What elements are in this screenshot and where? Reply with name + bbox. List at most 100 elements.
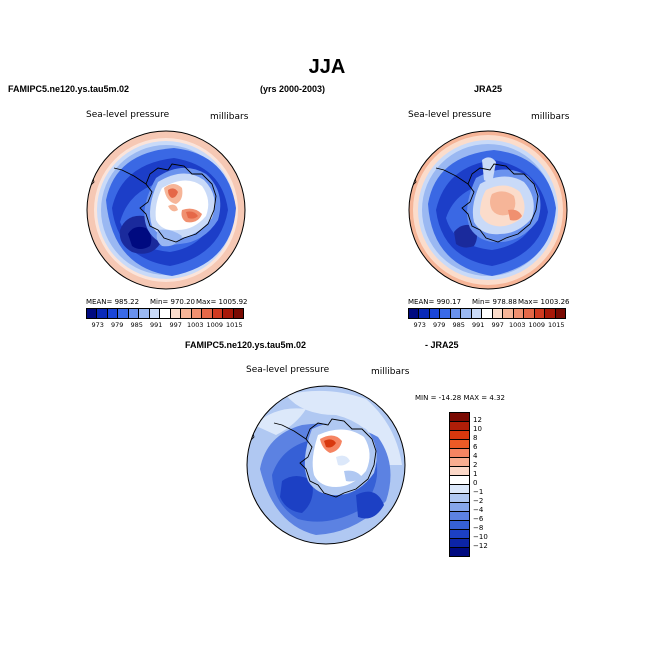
cb-tick-label: 991 xyxy=(472,321,485,329)
cb-tick-label: 1009 xyxy=(528,321,546,329)
panel2-mean-stat: MEAN= 990.17 xyxy=(408,298,462,306)
panel3-difference-map xyxy=(246,385,406,545)
cb-tick-label: 8 xyxy=(473,434,478,442)
cb-swatch xyxy=(450,449,469,458)
cb-tick-label: −8 xyxy=(473,524,484,532)
panel3-colorbar xyxy=(449,412,470,557)
panel1-colorbar-swatches xyxy=(86,308,244,319)
cb-swatch xyxy=(419,309,430,318)
cb-tick-label: −6 xyxy=(473,515,484,523)
cb-swatch xyxy=(450,309,462,318)
cb-swatch xyxy=(409,309,420,318)
cb-tick-label: 985 xyxy=(452,321,465,329)
cb-swatch xyxy=(191,309,203,318)
panel1-units-label: millibars xyxy=(210,112,249,122)
cb-swatch xyxy=(534,309,546,318)
cb-swatch xyxy=(450,467,469,476)
cb-swatch xyxy=(139,309,150,318)
panel3-colorbar-labels: 12 10 8 6 4 2 1 0 −1 −2 −4 −6 −8 −10 −12 xyxy=(473,416,488,551)
cb-swatch xyxy=(513,309,525,318)
panel3-diff-label: - JRA25 xyxy=(425,340,459,350)
cb-swatch xyxy=(450,458,469,467)
panel3-units-label: millibars xyxy=(371,367,410,377)
cb-tick-label: 2 xyxy=(473,461,478,469)
cb-tick-label: 985 xyxy=(130,321,143,329)
cb-tick-label: 1003 xyxy=(508,321,526,329)
cb-tick-label: 991 xyxy=(150,321,163,329)
cb-swatch xyxy=(107,309,119,318)
cb-tick-label: 1009 xyxy=(206,321,224,329)
cb-tick-label: −2 xyxy=(473,497,484,505)
panel1-model-label: FAMIPC5.ne120.ys.tau5m.02 xyxy=(8,84,130,94)
page-title: JJA xyxy=(308,56,346,78)
cb-tick-label: −12 xyxy=(473,542,488,550)
cb-swatch xyxy=(461,309,472,318)
panel2-dataset-label: JRA25 xyxy=(474,84,503,94)
cb-swatch xyxy=(450,476,469,485)
panel1-mean-stat: MEAN= 985.22 xyxy=(86,298,140,306)
cb-swatch xyxy=(471,309,483,318)
panel2-polar-map xyxy=(408,130,568,290)
panel2-colorbar-swatches xyxy=(408,308,566,319)
panel1-field-label: Sea-level pressure xyxy=(86,110,170,120)
panel1-colorbar: 973 979 985 991 997 1003 1009 1015 xyxy=(86,308,244,329)
cb-tick-label: 4 xyxy=(473,452,478,460)
cb-swatch xyxy=(149,309,161,318)
cb-tick-label: 979 xyxy=(433,321,446,329)
cb-swatch xyxy=(450,548,469,556)
panel3-field-label: Sea-level pressure xyxy=(246,365,330,375)
cb-swatch xyxy=(524,309,535,318)
panel2-min-stat: Min= 978.88 xyxy=(472,298,518,306)
cb-swatch xyxy=(450,530,469,539)
cb-swatch xyxy=(97,309,108,318)
cb-swatch xyxy=(170,309,182,318)
cb-swatch xyxy=(429,309,441,318)
cb-swatch xyxy=(87,309,98,318)
cb-tick-label: −4 xyxy=(473,506,484,514)
panel1-polar-map xyxy=(86,130,246,290)
cb-tick-label: 1015 xyxy=(225,321,243,329)
cb-swatch xyxy=(450,431,469,440)
panel3-minmax-stat: MIN = -14.28 MAX = 4.32 xyxy=(415,394,505,402)
cb-swatch xyxy=(128,309,140,318)
panel1-min-stat: Min= 970.20 xyxy=(150,298,196,306)
cb-swatch xyxy=(450,503,469,512)
cb-swatch xyxy=(181,309,192,318)
cb-tick-label: 979 xyxy=(111,321,124,329)
cb-swatch xyxy=(118,309,129,318)
cb-tick-label: 1003 xyxy=(186,321,204,329)
cb-tick-label: −1 xyxy=(473,488,484,496)
cb-tick-label: 1 xyxy=(473,470,478,478)
panel3-model-label: FAMIPC5.ne120.ys.tau5m.02 xyxy=(185,340,307,350)
cb-swatch xyxy=(482,309,493,318)
cb-swatch xyxy=(212,309,224,318)
cb-swatch xyxy=(440,309,451,318)
cb-swatch xyxy=(450,521,469,530)
panel2-units-label: millibars xyxy=(531,112,570,122)
cb-swatch xyxy=(503,309,514,318)
cb-swatch xyxy=(450,539,469,548)
panel1-max-stat: Max= 1005.92 xyxy=(196,298,248,306)
cb-tick-label: −10 xyxy=(473,533,488,541)
cb-swatch xyxy=(450,422,469,431)
cb-swatch xyxy=(492,309,504,318)
cb-swatch xyxy=(450,494,469,503)
panel2-field-label: Sea-level pressure xyxy=(408,110,492,120)
cb-tick-label: 6 xyxy=(473,443,478,451)
cb-swatch xyxy=(545,309,556,318)
panel1-colorbar-labels: 973 979 985 991 997 1003 1009 1015 xyxy=(88,321,244,329)
cb-tick-label: 973 xyxy=(413,321,426,329)
cb-tick-label: 12 xyxy=(473,416,482,424)
cb-swatch xyxy=(450,440,469,449)
cb-swatch xyxy=(450,512,469,521)
cb-swatch xyxy=(202,309,213,318)
cb-tick-label: 997 xyxy=(491,321,504,329)
cb-tick-label: 997 xyxy=(169,321,182,329)
panel1-years-label: (yrs 2000-2003) xyxy=(260,84,326,94)
cb-tick-label: 10 xyxy=(473,425,482,433)
cb-tick-label: 0 xyxy=(473,479,478,487)
panel2-colorbar-labels: 973 979 985 991 997 1003 1009 1015 xyxy=(410,321,566,329)
cb-swatch xyxy=(223,309,234,318)
cb-swatch xyxy=(555,309,566,318)
cb-tick-label: 973 xyxy=(91,321,104,329)
